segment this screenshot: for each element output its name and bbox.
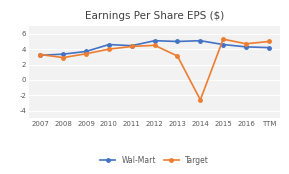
Wal-Mart	[62, 53, 65, 55]
Target	[176, 55, 179, 57]
Target	[221, 38, 225, 40]
Target	[62, 57, 65, 59]
Line: Target: Target	[39, 37, 271, 102]
Target	[84, 53, 88, 55]
Wal-Mart	[176, 40, 179, 42]
Title: Earnings Per Share EPS ($): Earnings Per Share EPS ($)	[85, 11, 224, 21]
Target	[199, 99, 202, 101]
Target	[244, 43, 248, 45]
Legend: Wal-Mart, Target: Wal-Mart, Target	[97, 153, 212, 168]
Target	[39, 53, 42, 56]
Wal-Mart	[267, 47, 271, 49]
Wal-Mart	[244, 46, 248, 48]
Wal-Mart	[153, 40, 156, 42]
Target	[267, 40, 271, 42]
Target	[130, 45, 134, 48]
Wal-Mart	[130, 45, 134, 47]
Wal-Mart	[84, 50, 88, 53]
Wal-Mart	[39, 54, 42, 56]
Wal-Mart	[107, 44, 111, 46]
Line: Wal-Mart: Wal-Mart	[39, 39, 271, 57]
Wal-Mart	[199, 40, 202, 42]
Wal-Mart	[221, 44, 225, 46]
Target	[153, 44, 156, 46]
Target	[107, 48, 111, 50]
